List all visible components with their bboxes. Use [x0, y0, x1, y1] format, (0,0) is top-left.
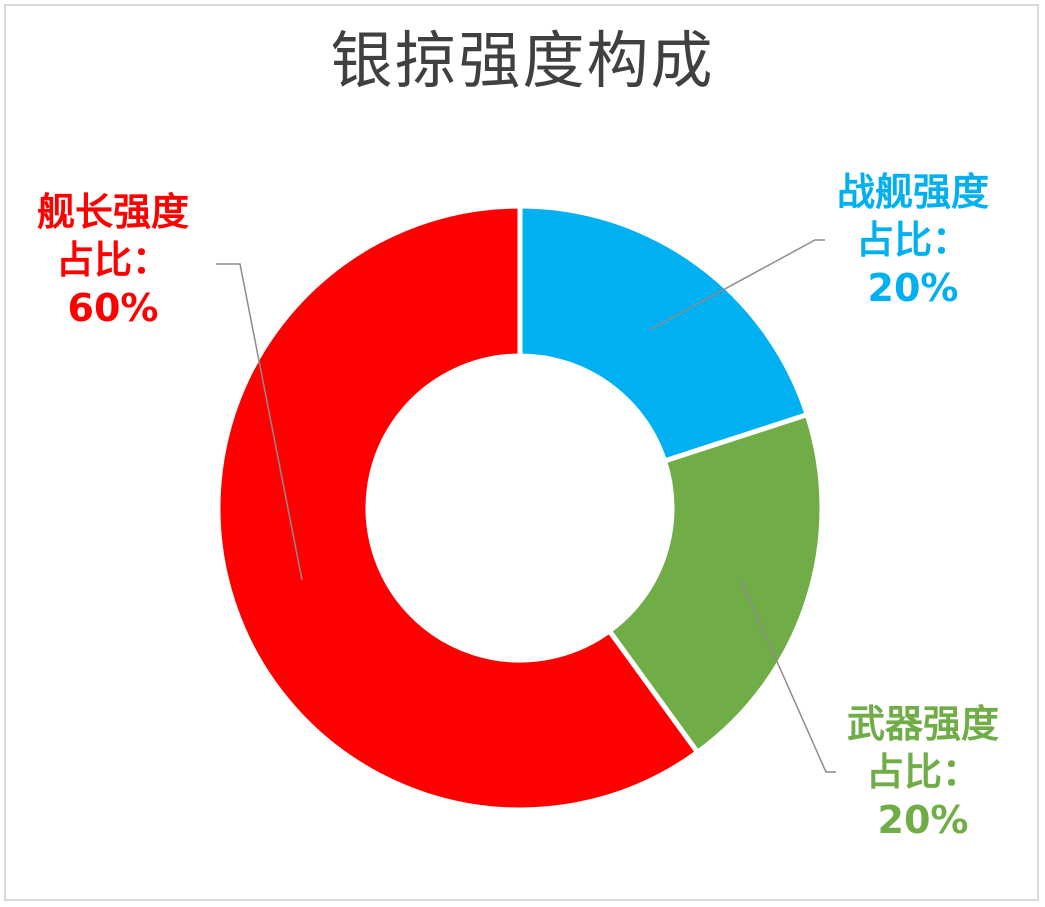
data-label-weapon-ratio: 占比： — [865, 750, 980, 794]
data-label-warship: 战舰强度 占比： 20% — [818, 168, 1008, 312]
data-label-captain-name: 舰长强度 — [36, 190, 189, 234]
data-label-warship-value: 20% — [867, 266, 959, 310]
slice-weapon — [605, 411, 825, 756]
data-label-warship-ratio: 占比： — [855, 218, 970, 262]
leader-line-warship — [648, 239, 825, 331]
slice-warship — [517, 203, 811, 465]
leader-line-captain — [216, 263, 303, 581]
data-label-weapon: 武器强度 占比： 20% — [828, 700, 1018, 844]
data-label-captain-ratio: 占比： — [55, 238, 170, 282]
data-label-captain-value: 60% — [67, 286, 159, 330]
data-label-weapon-name: 武器强度 — [846, 702, 999, 746]
data-label-warship-name: 战舰强度 — [836, 170, 989, 214]
data-label-captain: 舰长强度 占比： 60% — [18, 188, 208, 332]
slice-captain — [215, 203, 702, 813]
leader-line-weapon — [739, 579, 836, 773]
chart-title: 银掠强度构成 — [330, 24, 715, 97]
data-label-weapon-value: 20% — [877, 798, 969, 842]
